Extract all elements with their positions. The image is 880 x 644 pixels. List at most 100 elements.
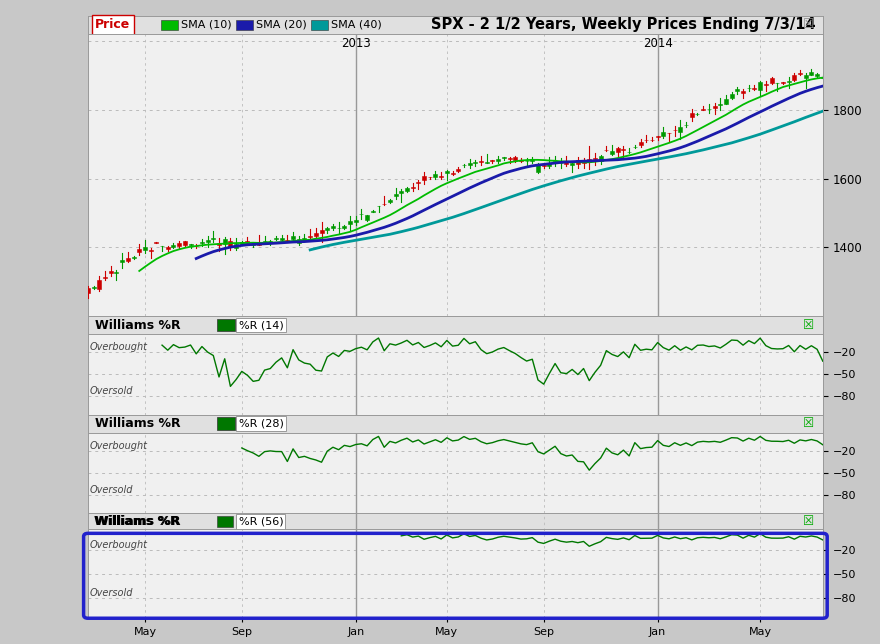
- Text: Price: Price: [95, 19, 130, 32]
- Bar: [690, 113, 693, 117]
- Bar: [137, 249, 142, 252]
- Bar: [764, 84, 768, 85]
- Bar: [162, 20, 178, 30]
- Text: Overbought: Overbought: [90, 343, 148, 352]
- Bar: [200, 242, 204, 243]
- Text: ☒: ☒: [803, 515, 814, 528]
- Bar: [490, 160, 495, 161]
- Bar: [365, 215, 369, 220]
- Bar: [388, 200, 392, 202]
- Bar: [724, 99, 728, 104]
- Text: Williams %R: Williams %R: [95, 515, 181, 528]
- Bar: [582, 160, 585, 163]
- Bar: [165, 247, 170, 249]
- Bar: [291, 236, 295, 239]
- Bar: [451, 173, 455, 175]
- Bar: [88, 513, 823, 529]
- Bar: [229, 241, 232, 247]
- Bar: [576, 160, 580, 164]
- Bar: [616, 148, 620, 152]
- Bar: [678, 126, 682, 133]
- Bar: [143, 247, 147, 251]
- Bar: [810, 72, 813, 75]
- Text: ☒: ☒: [803, 319, 814, 332]
- Bar: [223, 239, 227, 243]
- Bar: [803, 75, 808, 78]
- Bar: [103, 277, 107, 278]
- Bar: [132, 257, 136, 258]
- Bar: [605, 149, 608, 150]
- Bar: [216, 417, 235, 430]
- Bar: [319, 231, 324, 233]
- Bar: [326, 228, 329, 230]
- Bar: [216, 319, 235, 332]
- Bar: [354, 220, 357, 222]
- Bar: [303, 238, 306, 240]
- Bar: [815, 73, 819, 77]
- Bar: [416, 182, 421, 183]
- Bar: [513, 157, 517, 160]
- Text: %R (28): %R (28): [238, 419, 283, 429]
- Text: %R (56): %R (56): [238, 516, 283, 526]
- Text: %R (14): %R (14): [238, 320, 283, 330]
- Bar: [531, 159, 534, 161]
- Bar: [217, 243, 221, 245]
- Bar: [598, 156, 603, 162]
- Text: SMA (20): SMA (20): [256, 20, 307, 30]
- Bar: [479, 161, 483, 162]
- Text: 2013: 2013: [341, 37, 370, 50]
- Bar: [570, 163, 574, 165]
- Bar: [216, 516, 232, 527]
- Bar: [502, 157, 506, 158]
- Bar: [126, 258, 130, 261]
- Bar: [411, 187, 414, 188]
- Bar: [280, 238, 283, 240]
- Bar: [393, 194, 398, 196]
- Bar: [496, 158, 500, 161]
- Bar: [348, 221, 352, 223]
- Bar: [405, 188, 409, 191]
- Text: Williams %R: Williams %R: [93, 515, 180, 528]
- Bar: [422, 176, 426, 180]
- Bar: [297, 239, 301, 243]
- Text: SMA (10): SMA (10): [181, 20, 232, 30]
- Bar: [701, 109, 705, 110]
- Bar: [798, 73, 802, 74]
- Bar: [485, 162, 488, 163]
- Bar: [713, 106, 716, 108]
- Bar: [752, 88, 757, 90]
- Text: Overbought: Overbought: [90, 441, 148, 451]
- Bar: [98, 280, 101, 289]
- Bar: [183, 242, 187, 245]
- Bar: [246, 241, 250, 243]
- Bar: [547, 163, 552, 166]
- Text: Williams %R: Williams %R: [95, 319, 181, 332]
- Bar: [554, 160, 557, 163]
- Bar: [434, 175, 437, 177]
- Bar: [109, 271, 113, 273]
- Bar: [736, 90, 739, 91]
- Bar: [331, 227, 335, 229]
- Bar: [240, 242, 244, 244]
- Bar: [177, 243, 181, 245]
- Bar: [587, 159, 591, 162]
- Text: Oversold: Oversold: [90, 485, 133, 495]
- Text: ☒: ☒: [803, 417, 814, 430]
- Bar: [439, 176, 444, 177]
- Bar: [775, 83, 779, 84]
- Bar: [86, 288, 90, 293]
- Bar: [211, 238, 216, 240]
- Bar: [718, 104, 722, 105]
- Text: Oversold: Oversold: [90, 588, 133, 598]
- Text: Overbought: Overbought: [90, 540, 148, 549]
- Bar: [370, 211, 375, 212]
- Bar: [400, 191, 403, 193]
- Bar: [188, 244, 193, 245]
- Bar: [467, 163, 472, 165]
- Bar: [610, 151, 614, 155]
- Bar: [445, 171, 449, 173]
- Bar: [172, 245, 175, 247]
- Bar: [342, 225, 347, 227]
- Bar: [257, 242, 260, 245]
- Bar: [314, 232, 318, 236]
